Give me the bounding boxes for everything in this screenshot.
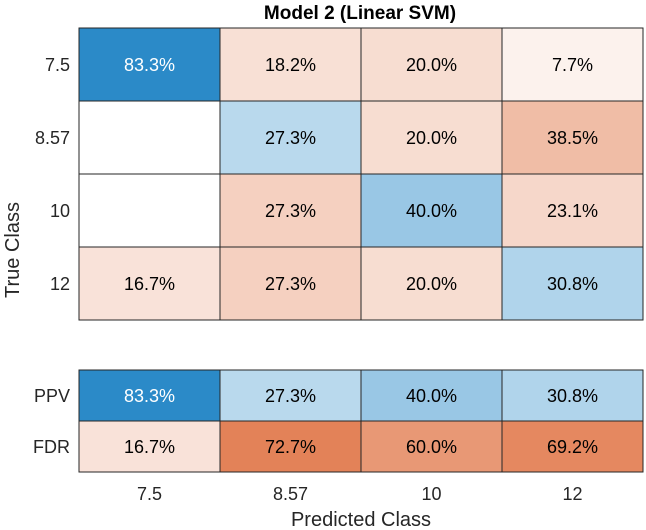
ppv-fdr-summary: 83.3% 27.3% 40.0% 30.8% 16.7% 72.7% 60.0% 69.2% bbox=[78, 369, 644, 473]
matrix-cell-2-0 bbox=[78, 173, 221, 248]
summary-row-label-fdr: FDR bbox=[33, 437, 70, 457]
summary-cell-label-0-0: 83.3% bbox=[124, 386, 175, 406]
matrix-cell-1-1 bbox=[219, 100, 362, 175]
matrix-cell-label-3-2: 20.0% bbox=[406, 274, 457, 294]
summary-cell-label-0-1: 27.3% bbox=[265, 386, 316, 406]
matrix-cell-label-2-1: 27.3% bbox=[265, 201, 316, 221]
matrix-cell-label-3-1: 27.3% bbox=[265, 274, 316, 294]
summary-cell-0-3 bbox=[501, 369, 644, 422]
matrix-cell-2-3 bbox=[501, 173, 644, 248]
matrix-cell-3-3 bbox=[501, 246, 644, 321]
x-axis-label: Predicted Class bbox=[291, 509, 431, 530]
matrix-cell-1-0 bbox=[78, 100, 221, 175]
x-axis-ticks: 7.5 8.57 10 12 bbox=[137, 484, 583, 504]
summary-cell-1-2 bbox=[360, 420, 503, 473]
y-tick-label-0: 7.5 bbox=[45, 55, 70, 75]
matrix-cell-label-3-0: 16.7% bbox=[124, 274, 175, 294]
matrix-cell-label-1-1: 27.3% bbox=[265, 128, 316, 148]
summary-cell-label-0-2: 40.0% bbox=[406, 386, 457, 406]
matrix-cell-0-1 bbox=[219, 27, 362, 102]
x-tick-label-1: 8.57 bbox=[273, 484, 308, 504]
summary-cell-label-1-0: 16.7% bbox=[124, 437, 175, 457]
matrix-cell-label-1-3: 38.5% bbox=[547, 128, 598, 148]
matrix-cell-label-0-2: 20.0% bbox=[406, 55, 457, 75]
summary-row-labels: PPV FDR bbox=[33, 386, 70, 457]
matrix-cell-2-1 bbox=[219, 173, 362, 248]
matrix-cell-label-2-3: 23.1% bbox=[547, 201, 598, 221]
matrix-cell-0-2 bbox=[360, 27, 503, 102]
matrix-cell-label-0-1: 18.2% bbox=[265, 55, 316, 75]
summary-cell-1-3 bbox=[501, 420, 644, 473]
summary-cell-label-1-3: 69.2% bbox=[547, 437, 598, 457]
summary-cell-0-2 bbox=[360, 369, 503, 422]
chart-title: Model 2 (Linear SVM) bbox=[264, 3, 456, 24]
y-tick-label-1: 8.57 bbox=[35, 128, 70, 148]
y-axis-label: True Class bbox=[2, 202, 24, 298]
summary-cell-label-1-1: 72.7% bbox=[265, 437, 316, 457]
summary-cell-label-1-2: 60.0% bbox=[406, 437, 457, 457]
matrix-cell-3-1 bbox=[219, 246, 362, 321]
x-tick-label-0: 7.5 bbox=[137, 484, 162, 504]
summary-cell-label-0-3: 30.8% bbox=[547, 386, 598, 406]
matrix-cell-0-3 bbox=[501, 27, 644, 102]
matrix-cell-1-2 bbox=[360, 100, 503, 175]
matrix-cell-label-0-0: 83.3% bbox=[124, 55, 175, 75]
matrix-cell-3-2 bbox=[360, 246, 503, 321]
y-axis-ticks: 7.5 8.57 10 12 bbox=[35, 55, 70, 294]
matrix-cell-label-2-2: 40.0% bbox=[406, 201, 457, 221]
matrix-cell-label-0-3: 7.7% bbox=[552, 55, 593, 75]
y-tick-label-3: 12 bbox=[50, 274, 70, 294]
summary-cell-1-0 bbox=[78, 420, 221, 473]
matrix-cell-0-0 bbox=[78, 27, 221, 102]
summary-row-label-ppv: PPV bbox=[34, 386, 70, 406]
y-tick-label-2: 10 bbox=[50, 201, 70, 221]
x-tick-label-3: 12 bbox=[562, 484, 582, 504]
x-tick-label-2: 10 bbox=[421, 484, 441, 504]
summary-cell-0-1 bbox=[219, 369, 362, 422]
summary-cell-1-1 bbox=[219, 420, 362, 473]
matrix-cell-label-1-2: 20.0% bbox=[406, 128, 457, 148]
matrix-cell-label-3-3: 30.8% bbox=[547, 274, 598, 294]
confusion-matrix: 83.3% 18.2% 20.0% 7.7% 27.3% 20.0% 38.5% 27.3% 4… bbox=[78, 27, 644, 321]
